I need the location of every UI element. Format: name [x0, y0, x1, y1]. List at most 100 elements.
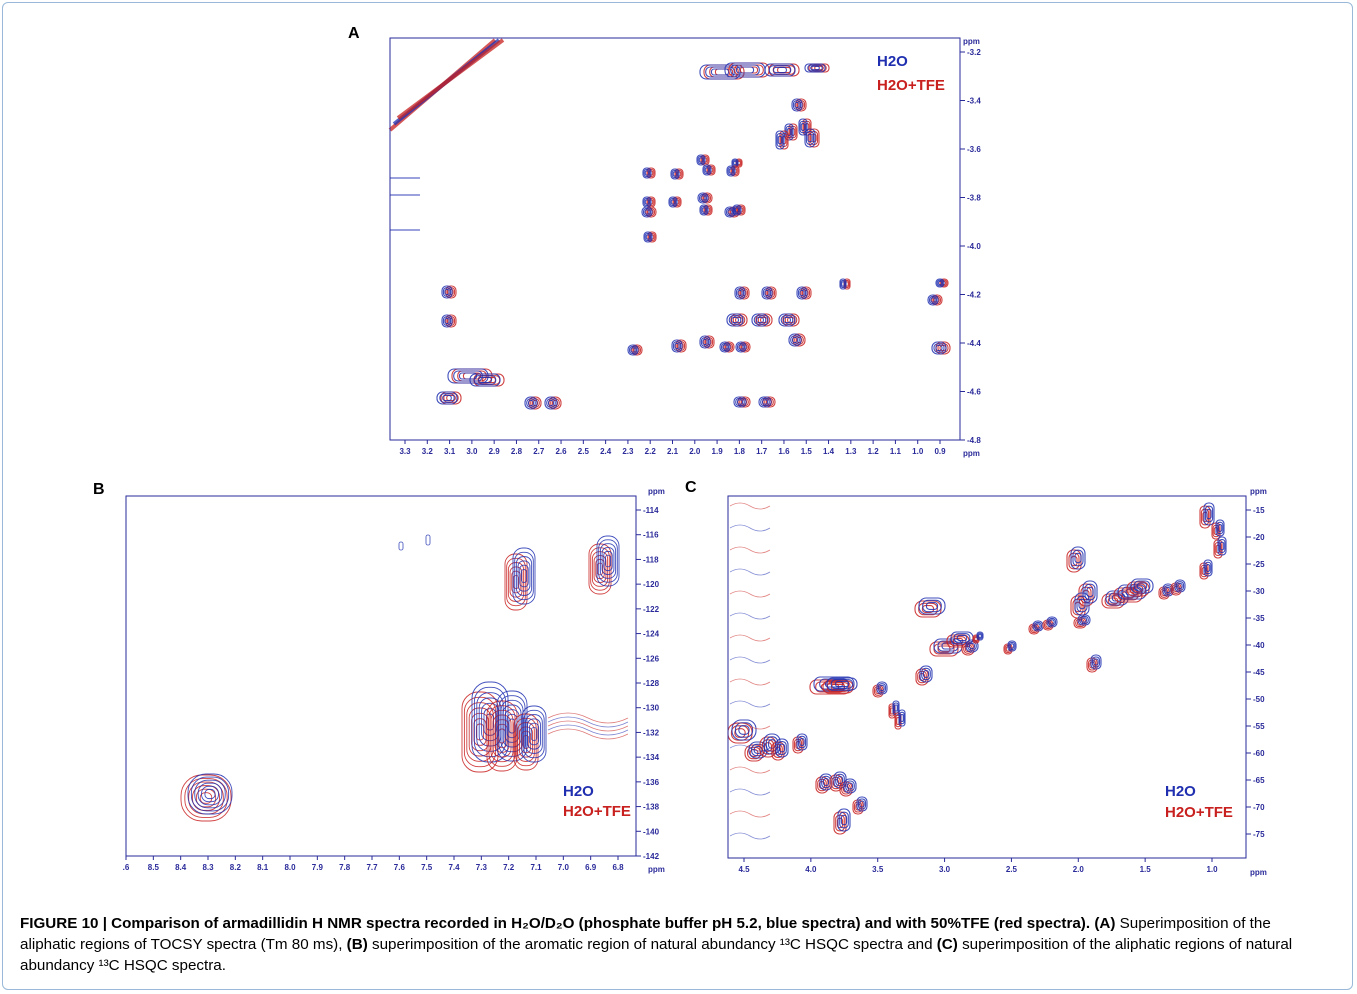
spectral-contour [1080, 617, 1088, 623]
x-tick-label: 2.5 [578, 447, 590, 456]
spectral-contour [598, 539, 618, 583]
y-tick-label: -126 [643, 654, 660, 663]
spectral-contour [841, 281, 845, 287]
figure-caption: FIGURE 10 | Comparison of armadillidin H… [20, 913, 1330, 976]
spectral-contour [726, 165, 736, 177]
spectral-contour [605, 554, 611, 568]
spectral-contour [735, 66, 755, 74]
spectral-contour [894, 704, 898, 712]
spectral-contour [500, 699, 524, 753]
noise-contour [729, 546, 771, 554]
spectral-contour [788, 123, 798, 141]
spectral-contour [506, 713, 518, 739]
spectral-contour [697, 192, 709, 204]
caption-title: FIGURE 10 | Comparison of armadillidin H… [20, 915, 1091, 932]
spectral-contour [921, 667, 931, 681]
spectral-contour [775, 130, 785, 150]
x-tick-label: 2.6 [555, 447, 567, 456]
spectral-contour [760, 397, 770, 407]
spectral-contour [805, 131, 815, 145]
spectral-contour [1136, 582, 1148, 590]
spectral-contour [756, 316, 764, 324]
x-tick-label: 7.1 [530, 863, 542, 872]
spectral-contour [792, 100, 802, 110]
spectral-contour [859, 800, 865, 808]
spectral-contour [444, 288, 450, 296]
spectral-contour [738, 344, 744, 350]
spectral-contour [643, 197, 651, 207]
y-tick-label: -136 [643, 778, 660, 787]
y-tick-label: -50 [1253, 695, 1265, 704]
spectral-contour [792, 333, 806, 347]
spectral-contour [674, 342, 680, 350]
spectral-contour [798, 118, 808, 136]
spectral-contour [643, 231, 653, 243]
spectral-contour [899, 711, 905, 725]
x-tick-label: 7.3 [476, 863, 488, 872]
x-tick-label: 7.6 [394, 863, 406, 872]
spectral-contour [521, 705, 547, 763]
spectral-contour [1204, 561, 1212, 575]
spectral-contour [735, 397, 745, 407]
spectral-contour [668, 196, 678, 208]
spectral-contour [728, 206, 740, 218]
noise-contour [729, 810, 771, 818]
spectral-contour [764, 397, 774, 407]
spectral-contour [698, 193, 708, 203]
spectral-contour [492, 714, 512, 758]
spectral-contour [736, 204, 746, 216]
y-tick-label: -138 [643, 803, 660, 812]
x-tick-label: 3.1 [444, 447, 456, 456]
y-tick-label: -4.0 [967, 242, 981, 251]
spectral-contour [204, 788, 216, 800]
spectral-contour [939, 278, 949, 288]
x-tick-label: 3.2 [422, 447, 434, 456]
spectral-contour [1035, 623, 1041, 629]
noise-contour [729, 678, 771, 686]
x-tick-label: 2.0 [689, 447, 701, 456]
spectral-contour [791, 336, 799, 344]
spectral-contour [809, 131, 819, 145]
spectral-contour [645, 206, 657, 218]
spectral-contour [733, 205, 741, 215]
noise-contour [729, 502, 771, 510]
panel-c-legend-tfe: H2O+TFE [1165, 804, 1233, 821]
spectral-contour [967, 641, 977, 651]
spectral-contour [839, 278, 847, 290]
spectral-contour [735, 316, 743, 324]
spectral-contour [1203, 559, 1213, 577]
spectral-contour [773, 66, 787, 74]
spectral-contour [642, 207, 652, 217]
spectral-contour [937, 343, 949, 353]
spectral-contour [799, 289, 805, 297]
spectral-contour [807, 64, 823, 72]
spectral-contour [699, 335, 711, 349]
y-tick-label: -4.4 [967, 339, 981, 348]
spectral-contour [778, 743, 786, 753]
panel-b-x-unit: ppm [648, 865, 665, 874]
spectral-contour [835, 680, 849, 688]
spectral-contour [1072, 598, 1084, 616]
spectral-contour [976, 631, 984, 641]
spectral-contour [800, 286, 812, 300]
caption-c-label: (C) [936, 936, 958, 953]
spectral-contour [797, 288, 807, 298]
caption-b-label: (B) [346, 936, 368, 953]
spectral-contour [735, 288, 745, 298]
spectral-contour [700, 195, 706, 201]
spectral-contour [810, 65, 820, 71]
y-tick-label: -3.6 [967, 145, 981, 154]
noise-contour [729, 766, 771, 774]
spectral-contour [790, 335, 800, 345]
spectral-contour [490, 709, 514, 763]
spectral-contour [442, 394, 452, 402]
x-tick-label: 7.2 [503, 863, 515, 872]
spectral-contour [184, 778, 228, 818]
spectral-contour [705, 66, 735, 78]
spectral-contour [1219, 541, 1225, 551]
spectral-contour [647, 168, 655, 178]
x-tick-label: 8.3 [202, 863, 214, 872]
spectral-contour [724, 206, 736, 218]
spectral-contour [521, 569, 527, 583]
